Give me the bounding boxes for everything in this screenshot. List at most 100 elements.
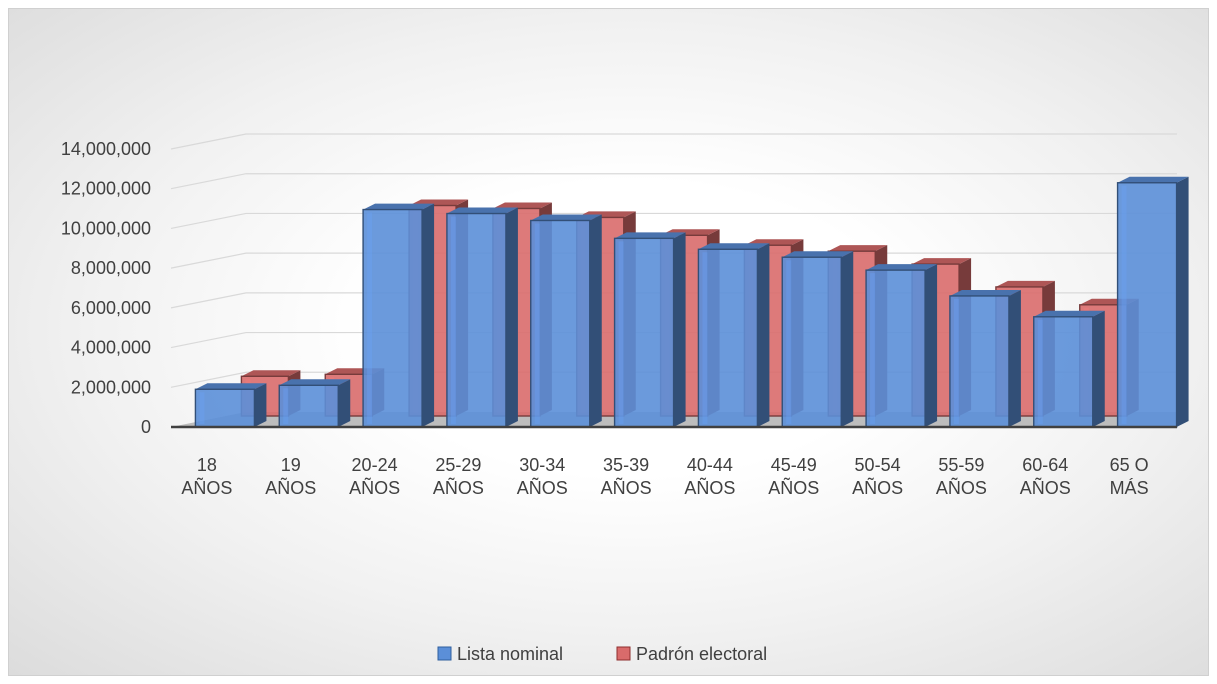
legend-swatch-padron-electoral — [616, 646, 631, 661]
bar-side — [1008, 289, 1021, 427]
bar-front — [697, 248, 759, 428]
y-tick-label: 8,000,000 — [71, 258, 151, 278]
bar-lista-nominal — [362, 203, 435, 428]
bar-side — [338, 379, 351, 427]
chart-area: 0 2,000,000 4,000,000 6,000,000 8,000,000 10,… — [8, 8, 1209, 676]
bar-top — [492, 202, 552, 209]
bar-highlight — [870, 273, 876, 424]
category-label-line: AÑOS — [265, 477, 316, 498]
category-label: 60-64 AÑOS — [1020, 455, 1071, 498]
bar-top — [698, 243, 770, 250]
category-label: 40-44 AÑOS — [684, 455, 735, 498]
category-label-line: 40-44 — [687, 455, 733, 475]
category-label-line: 65 O — [1110, 455, 1149, 475]
y-tick-label: 12,000,000 — [61, 179, 151, 199]
series-lista-nominal — [194, 176, 1189, 428]
category-label-line: MÁS — [1110, 478, 1149, 498]
bar-side — [673, 232, 686, 427]
bar-top — [195, 383, 267, 390]
bar-lista-nominal — [613, 232, 686, 428]
bar-highlight — [702, 252, 708, 424]
bar-front — [194, 388, 256, 428]
gridline — [170, 212, 1177, 230]
category-label-line: 50-54 — [855, 455, 901, 475]
bar-top — [995, 280, 1055, 287]
category-label: 55-59 AÑOS — [936, 455, 987, 498]
y-tick-label: 10,000,000 — [61, 218, 151, 238]
legend-label-padron-electoral: Padrón electoral — [636, 644, 767, 664]
category-label: 20-24 AÑOS — [349, 455, 400, 498]
category-label-line: AÑOS — [1020, 477, 1071, 498]
bar-side — [254, 383, 267, 427]
category-label-line: 55-59 — [938, 455, 984, 475]
bar-highlight — [1121, 185, 1127, 424]
bar-lista-nominal — [949, 289, 1021, 428]
category-label-line: AÑOS — [852, 477, 903, 498]
y-tick-label: 4,000,000 — [71, 338, 151, 358]
bar-top — [912, 258, 972, 265]
bar-side — [757, 243, 770, 427]
y-tick-label: 6,000,000 — [71, 298, 151, 318]
bar-top — [363, 203, 435, 210]
category-label-line: 25-29 — [435, 455, 481, 475]
bar-top — [1117, 176, 1189, 183]
chart-svg: 0 2,000,000 4,000,000 6,000,000 8,000,000 10,… — [61, 133, 1189, 664]
category-label-line: AÑOS — [601, 477, 652, 498]
category-label-line: AÑOS — [684, 477, 735, 498]
gridlines — [170, 133, 1177, 388]
gridline — [170, 133, 1177, 150]
y-tick-label: 14,000,000 — [61, 139, 151, 159]
category-label-line: AÑOS — [349, 477, 400, 498]
category-label: 50-54 AÑOS — [852, 455, 903, 498]
bar-top — [828, 245, 888, 252]
category-label-line: AÑOS — [433, 477, 484, 498]
bar-top — [446, 207, 518, 214]
y-tick-label: 2,000,000 — [71, 377, 151, 397]
category-label-line: AÑOS — [768, 477, 819, 498]
bar-highlight — [199, 392, 205, 424]
bar-front — [613, 237, 675, 428]
bar-front — [362, 208, 423, 428]
bar-front — [781, 256, 842, 428]
bar-highlight — [283, 388, 289, 424]
category-label: 25-29 AÑOS — [433, 455, 484, 498]
bar-top — [782, 251, 854, 258]
category-label: 30-34 AÑOS — [517, 455, 568, 498]
bar-highlight — [450, 216, 456, 424]
bar-side — [1176, 176, 1189, 427]
bar-lista-nominal — [530, 214, 602, 428]
bar-front — [446, 212, 507, 428]
bar-lista-nominal — [446, 207, 518, 428]
bar-lista-nominal — [781, 251, 854, 428]
bar-front — [949, 295, 1010, 428]
category-label-line: AÑOS — [181, 477, 232, 498]
category-label-line: 30-34 — [519, 455, 565, 475]
bar-top — [949, 289, 1021, 296]
bar-highlight — [953, 298, 959, 424]
bar-highlight — [1037, 319, 1043, 424]
category-label-line: AÑOS — [517, 477, 568, 498]
bar-top — [241, 370, 301, 377]
bar-top — [530, 214, 602, 221]
bar-side — [505, 207, 518, 427]
category-label-line: AÑOS — [936, 477, 987, 498]
bar-lista-nominal — [697, 243, 770, 428]
category-label-line: 35-39 — [603, 455, 649, 475]
bar-lista-nominal — [1116, 176, 1189, 428]
gridline — [170, 173, 1177, 190]
y-tick-label: 0 — [141, 417, 151, 437]
bar-lista-nominal — [865, 264, 938, 428]
bar-front — [1116, 182, 1178, 428]
bar-front — [278, 384, 339, 428]
bar-top — [279, 379, 351, 386]
category-label: 65 O MÁS — [1110, 455, 1149, 498]
legend: Lista nominal Padrón electoral — [437, 644, 767, 664]
legend-swatch-lista-nominal — [437, 646, 452, 661]
bar-highlight — [786, 260, 792, 424]
bar-side — [925, 264, 938, 427]
bar-highlight — [534, 223, 540, 424]
category-label: 35-39 AÑOS — [601, 455, 652, 498]
bar-highlight — [367, 212, 373, 424]
bar-lista-nominal — [278, 379, 351, 428]
